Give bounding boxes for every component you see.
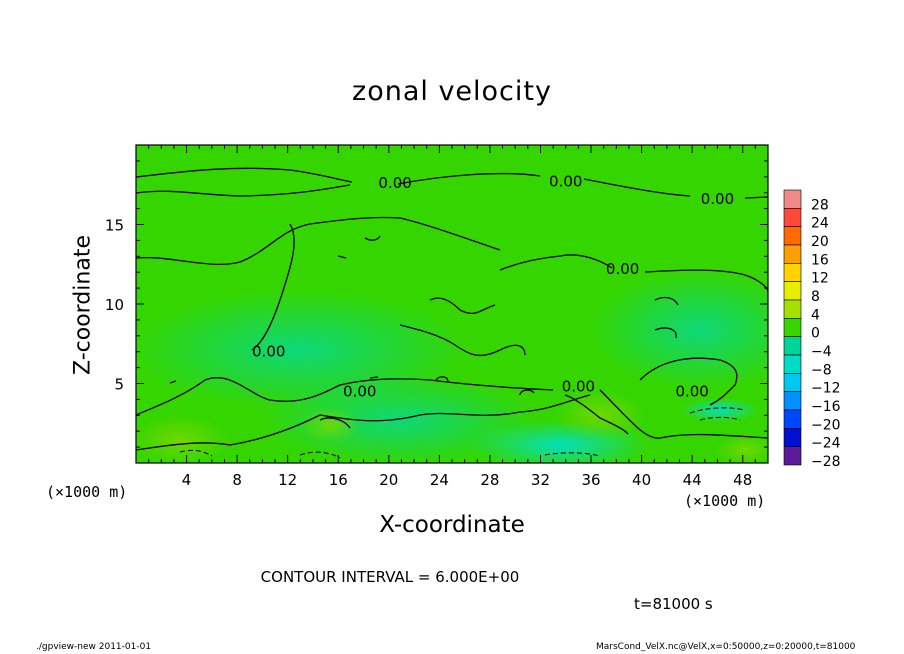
x-axis-label: X-coordinate <box>379 512 525 538</box>
time-note: t=81000 s <box>634 595 713 613</box>
colorbar-swatch <box>783 318 802 337</box>
contour-label: 0.00 <box>378 174 411 192</box>
contour-label: 0.00 <box>549 173 582 191</box>
colorbar-label: −4 <box>811 344 832 360</box>
footer-right: MarsCond_VelX.nc@VelX,x=0:50000,z=0:2000… <box>596 642 856 652</box>
x-unit-label-right: (×1000 m) <box>684 492 766 510</box>
colorbar-label: 4 <box>811 307 820 323</box>
x-tick-label: 28 <box>480 471 499 489</box>
contour-label: 0.00 <box>343 382 376 400</box>
contour-label: 0.00 <box>562 378 595 396</box>
x-tick-label: 8 <box>232 471 242 489</box>
x-tick-label: 32 <box>531 471 550 489</box>
colorbar-label: 16 <box>811 252 829 268</box>
colorbar-swatch <box>783 428 802 447</box>
colorbar-labels: 28 24 20 16 12 8 4 0 −4 −8 −12 −16 −20 −24 −28 <box>811 197 841 470</box>
contour-interval-note: CONTOUR INTERVAL = 6.000E+00 <box>260 568 520 586</box>
colorbar-swatch <box>783 354 802 374</box>
contour-label: 0.00 <box>701 190 734 208</box>
heatmap-field <box>136 145 768 463</box>
colorbar-label: 24 <box>811 216 829 232</box>
x-unit-label-left: (×1000 m) <box>46 483 128 501</box>
x-tick-label: 36 <box>581 471 600 489</box>
colorbar-swatch <box>783 336 802 356</box>
contour-label: 0.00 <box>606 260 639 278</box>
y-tick-label: 10 <box>105 296 124 314</box>
x-tick-label: 40 <box>632 471 651 489</box>
colorbar-label: 28 <box>811 197 829 213</box>
colorbar-swatch <box>783 409 802 429</box>
colorbar-swatch <box>783 446 802 466</box>
x-tick-label: 16 <box>329 471 348 489</box>
x-tick-label: 12 <box>278 471 297 489</box>
contour-label: 0.00 <box>252 343 285 361</box>
contour-lines <box>136 167 768 451</box>
colorbar-swatch <box>783 263 802 282</box>
contour-lines-dashed <box>179 407 746 459</box>
colorbar-label: 20 <box>811 234 829 250</box>
colorbar-swatch <box>783 281 802 301</box>
colorbar-swatch <box>783 208 802 227</box>
y-tick-label: 15 <box>105 217 124 235</box>
y-axis-label: Z-coordinate <box>70 235 96 375</box>
y-tick-label: 5 <box>114 376 124 394</box>
colorbar-label: 8 <box>811 289 820 305</box>
axis-ticks <box>136 145 768 463</box>
x-tick-label: 44 <box>683 471 702 489</box>
colorbar-label: 0 <box>811 326 820 342</box>
x-tick-label: 20 <box>379 471 398 489</box>
colorbar-label: −24 <box>811 436 841 452</box>
x-tick-label: 4 <box>182 471 192 489</box>
colorbar <box>783 189 802 466</box>
colorbar-label: 12 <box>811 271 829 287</box>
colorbar-label: −12 <box>811 381 841 397</box>
x-tick-label: 24 <box>430 471 449 489</box>
colorbar-swatch <box>783 226 802 246</box>
colorbar-label: −20 <box>811 417 841 433</box>
footer-left: ./gpview-new 2011-01-01 <box>36 642 152 652</box>
contour-label: 0.00 <box>675 382 708 400</box>
colorbar-swatch <box>783 299 802 319</box>
colorbar-swatch <box>783 391 802 411</box>
chart-title: zonal velocity <box>352 76 552 107</box>
colorbar-swatch <box>783 189 802 209</box>
colorbar-label: −16 <box>811 399 841 415</box>
contour-labels: 0.00 0.00 0.00 0.00 0.00 0.00 0.00 0.00 <box>252 173 734 401</box>
colorbar-label: −28 <box>811 454 841 470</box>
colorbar-swatch <box>783 373 802 392</box>
colorbar-label: −8 <box>811 362 832 378</box>
colorbar-swatch <box>783 244 802 264</box>
x-tick-label: 48 <box>733 471 752 489</box>
